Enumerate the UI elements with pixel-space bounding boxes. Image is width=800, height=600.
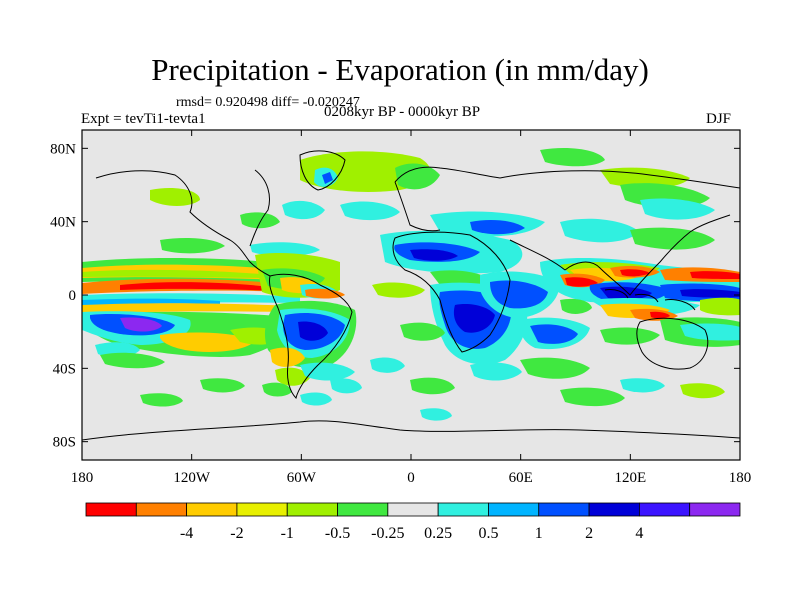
- lon-tick-label: 60E: [509, 470, 533, 486]
- colorbar-swatch: [186, 502, 238, 517]
- north-america-coast: [95, 170, 271, 277]
- southern-features: [140, 357, 725, 421]
- australia-coast: [636, 317, 709, 370]
- colorbar-label: 0.25: [424, 525, 452, 542]
- lon-tick-label: 180: [729, 470, 752, 486]
- africa-coast: [392, 231, 511, 353]
- north-america-east-coast: [249, 169, 270, 247]
- lat-tick-label: 80S: [53, 435, 76, 451]
- europe-coast: [394, 166, 501, 232]
- colorbar-label: -2: [230, 525, 243, 542]
- colorbar-swatch: [488, 502, 540, 517]
- colorbar-swatch: [135, 502, 188, 517]
- lon-tick-label: 120W: [173, 470, 211, 486]
- colorbar-label: 1: [535, 525, 543, 542]
- tropical-band: [82, 258, 300, 369]
- africa-region: [372, 230, 590, 381]
- colorbar: -4 -2 -1 -0.5 -0.25 0.25 0.5 1 2 4: [85, 502, 741, 542]
- lat-tick-label: 80N: [50, 141, 76, 157]
- lon-axis: 180 120W 60W 0 60E 120E 180: [71, 130, 752, 486]
- lat-axis: 80N 40N 0 40S 80S: [50, 141, 740, 451]
- colorbar-swatch: [638, 502, 691, 517]
- colorbar-swatch: [236, 502, 288, 517]
- lat-tick-label: 0: [69, 288, 77, 304]
- colorbar-label: -0.5: [325, 525, 350, 542]
- stats-text: rmsd= 0.920498 diff= -0.020247: [176, 95, 360, 110]
- lon-tick-label: 180: [71, 470, 94, 486]
- colorbar-swatch: [85, 502, 137, 517]
- maritime-continent-region: [540, 258, 740, 347]
- coastlines: [82, 150, 740, 441]
- colorbar-label: 4: [635, 525, 643, 542]
- colorbar-label: -4: [180, 525, 193, 542]
- greenland: [299, 150, 346, 191]
- experiment-label: Expt = tevTi1-tevta1: [81, 111, 206, 127]
- lat-tick-label: 40S: [53, 361, 76, 377]
- asia-coast: [499, 170, 740, 296]
- lon-tick-label: 0: [407, 470, 415, 486]
- colorbar-label: -1: [281, 525, 294, 542]
- colorbar-swatch: [538, 502, 590, 517]
- map-title: Precipitation - Evaporation (in mm/day): [151, 52, 649, 87]
- lon-tick-label: 120E: [614, 470, 646, 486]
- season-label: DJF: [706, 111, 732, 127]
- south-america-coast: [269, 273, 353, 399]
- maritime-islands: [604, 289, 696, 311]
- antarctica-coast: [82, 420, 740, 441]
- colorbar-label: 0.5: [478, 525, 498, 542]
- colorbar-swatch: [689, 502, 741, 517]
- lat-tick-label: 40N: [50, 215, 76, 231]
- colorbar-swatch: [437, 502, 489, 517]
- lon-tick-label: 60W: [287, 470, 317, 486]
- colorbar-label: -0.25: [371, 525, 404, 542]
- colorbar-swatch: [337, 502, 389, 517]
- colorbar-swatch: [588, 502, 640, 517]
- colorbar-swatch: [286, 502, 338, 517]
- period-label: 0208kyr BP - 0000kyr BP: [324, 104, 481, 120]
- colorbar-swatch: [387, 502, 439, 517]
- colorbar-label: 2: [585, 525, 593, 542]
